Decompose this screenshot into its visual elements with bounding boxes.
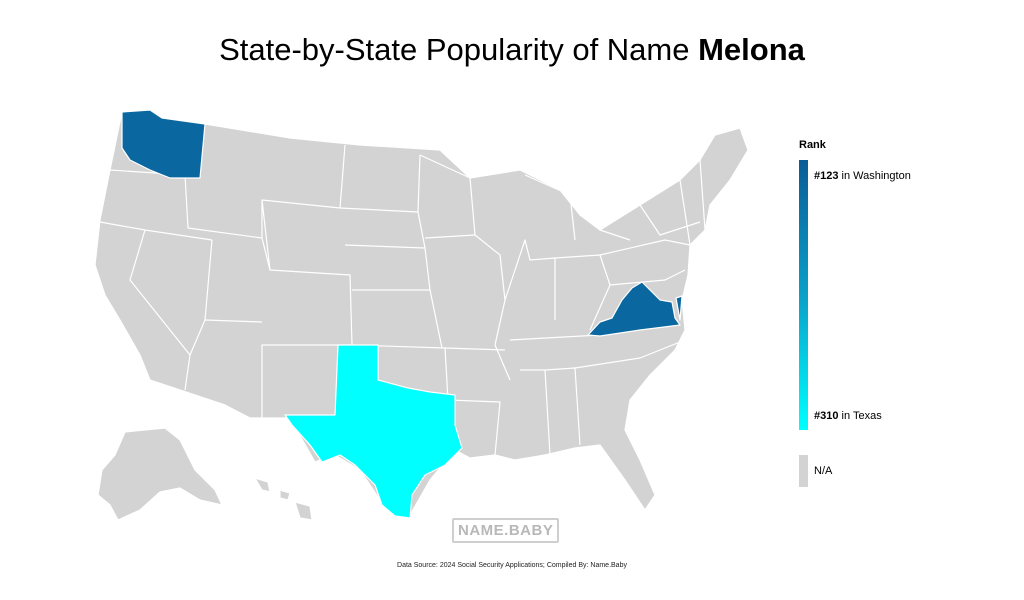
legend-title: Rank: [799, 139, 826, 151]
legend-top-rank: #123: [814, 170, 839, 182]
state-virginia-peninsula[interactable]: [675, 295, 683, 321]
page-title: State-by-State Popularity of Name Melona: [0, 30, 1024, 70]
state-texas[interactable]: [284, 344, 463, 519]
legend-bottom-suffix: in Texas: [838, 410, 882, 422]
state-washington[interactable]: [121, 109, 206, 179]
legend-color-ramp: [799, 160, 808, 430]
legend-bottom-label: #310 in Texas: [814, 410, 882, 422]
name-baby-watermark: NAME.BABY: [452, 518, 560, 543]
legend-bottom-rank: #310: [814, 410, 839, 422]
state-virginia[interactable]: [587, 281, 681, 337]
title-name: Melona: [698, 32, 805, 67]
title-prefix: State-by-State Popularity of Name: [219, 32, 699, 67]
legend-na-label: N/A: [814, 465, 833, 477]
hawaii-shape: [254, 477, 313, 521]
us-mainland-shape: [94, 111, 749, 519]
legend-top-suffix: in Washington: [838, 170, 911, 182]
legend-na-swatch: [799, 455, 808, 487]
alaska-shape: [97, 427, 223, 521]
data-source-note: Data Source: 2024 Social Security Applic…: [397, 562, 627, 569]
legend-top-label: #123 in Washington: [814, 170, 911, 182]
state-borders: [99, 123, 706, 456]
